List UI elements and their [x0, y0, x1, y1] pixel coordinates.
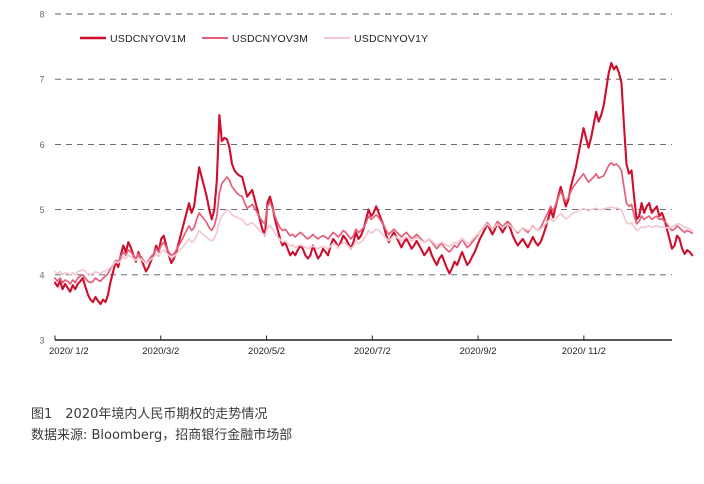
chart-plot-area: 3 4 5 6 7 8 2020/ 1/2 2020/3/2 2020/5/2 2020/7/2…: [39, 10, 694, 357]
x-tick-label: 2020/ 1/2: [49, 346, 89, 357]
legend-label-1: USDCNYOV1M: [110, 33, 186, 45]
line-chart: 3 4 5 6 7 8 2020/ 1/2 2020/3/2 2020/5/2 2020/7/2…: [39, 10, 694, 357]
x-tick-label: 2020/3/2: [142, 346, 179, 357]
x-tick-label: 2020/5/2: [248, 346, 285, 357]
caption-title: 图1 2020年境内人民币期权的走势情况: [31, 407, 268, 422]
chart-legend: USDCNYOV1M USDCNYOV3M USDCNYOV1Y: [80, 33, 428, 45]
x-tick-label: 2020/ 11/2: [562, 346, 606, 357]
y-axis-tick-labels: 3 4 5 6 7 8: [39, 10, 44, 346]
figure-caption: 图1 2020年境内人民币期权的走势情况 数据来源: Bloomberg，招商银…: [31, 404, 671, 446]
data-series-group: [53, 61, 694, 306]
series-line-usdcnyov3m: [54, 161, 694, 285]
series-line-usdcnyov1y: [54, 206, 694, 276]
legend-label-3: USDCNYOV1Y: [354, 33, 428, 45]
x-tick-label: 2020/7/2: [354, 346, 391, 357]
y-tick-label: 8: [39, 10, 44, 20]
gridlines-group: [55, 13, 672, 276]
series-line-usdcnyov1m: [53, 61, 694, 306]
x-axis-group: [54, 335, 672, 341]
y-tick-label: 3: [39, 336, 44, 346]
caption-source: 数据来源: Bloomberg，招商银行金融市场部: [31, 428, 293, 443]
y-tick-label: 7: [39, 75, 44, 85]
legend-label-2: USDCNYOV3M: [232, 33, 308, 45]
x-axis-tick-labels: 2020/ 1/2 2020/3/2 2020/5/2 2020/7/2 2020/9/…: [49, 346, 606, 357]
y-tick-label: 6: [39, 140, 44, 150]
y-tick-label: 4: [39, 270, 44, 280]
y-tick-label: 5: [39, 205, 44, 215]
x-tick-label: 2020/9/2: [460, 346, 497, 357]
